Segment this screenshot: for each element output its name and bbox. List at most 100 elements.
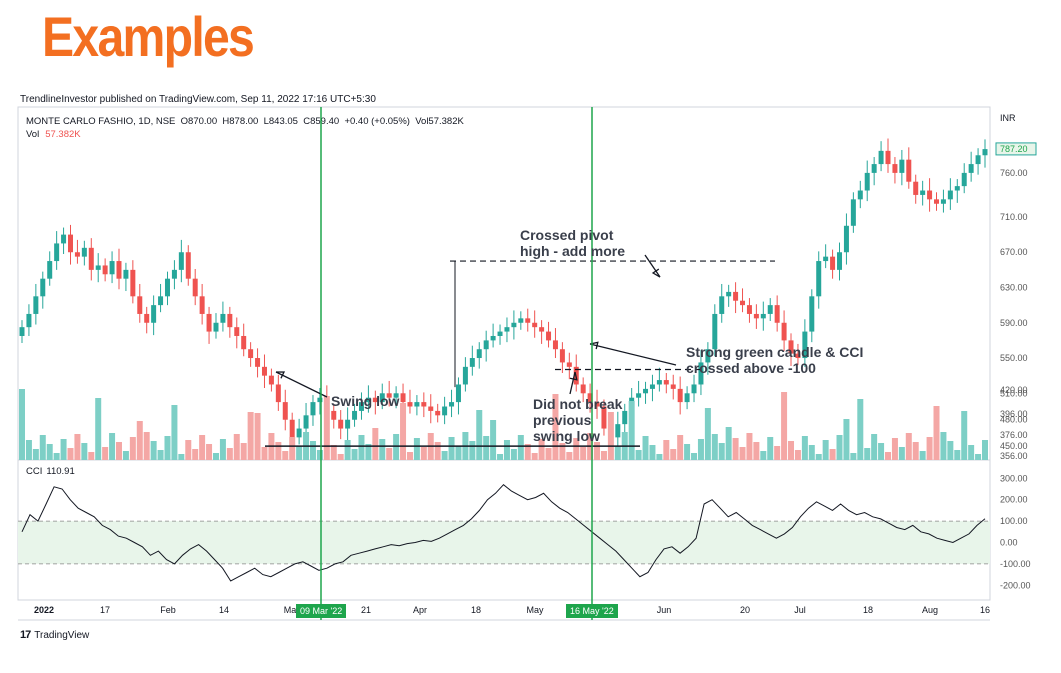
volume-bar — [469, 441, 476, 460]
volume-bar — [594, 442, 601, 460]
volume-bar — [157, 450, 164, 460]
price-axis-label: 480.00 — [1000, 415, 1028, 425]
volume-bar — [122, 451, 129, 460]
candle-body — [733, 291, 739, 301]
time-axis-label: 18 — [863, 605, 873, 615]
candle-body — [636, 393, 642, 398]
candle-body — [490, 335, 496, 341]
candle-body — [954, 186, 960, 191]
volume-bar — [947, 441, 954, 460]
candle-body — [767, 305, 773, 314]
cci-band — [18, 521, 990, 564]
candle-body — [712, 313, 718, 350]
volume-bar — [891, 438, 898, 460]
annotation-crossed-pivot-line2: high - add more — [520, 243, 625, 259]
volume-bar — [185, 440, 192, 460]
volume-bar — [677, 435, 684, 460]
volume-bar — [566, 452, 573, 460]
volume-bar — [296, 446, 303, 460]
price-axis-label: 710.00 — [1000, 212, 1028, 222]
candle-body — [462, 366, 468, 385]
time-axis-label: 17 — [100, 605, 110, 615]
candle-body — [303, 415, 309, 429]
candle-body — [774, 305, 780, 323]
volume-bar — [316, 450, 323, 460]
volume-legend: Vol 57.382K — [26, 129, 81, 140]
volume-bar — [517, 435, 524, 460]
candle-body — [518, 318, 524, 323]
volume-bar — [635, 450, 642, 460]
volume-bar — [136, 421, 143, 460]
candle-body — [580, 384, 586, 394]
candle-body — [850, 199, 856, 226]
candle-body — [559, 349, 565, 363]
time-axis-label: 16 — [980, 605, 990, 615]
tradingview-logo[interactable]: 17 TradingView — [20, 629, 89, 641]
volume-bar — [233, 434, 240, 460]
volume-bar — [337, 454, 344, 460]
candle-body — [102, 265, 108, 275]
candle-body — [54, 243, 60, 262]
volume-bar — [206, 444, 213, 460]
volume-bar — [46, 444, 53, 460]
candle-body — [802, 331, 808, 359]
candle-body — [220, 313, 226, 323]
candle-body — [345, 419, 351, 429]
volume-bar — [199, 435, 206, 460]
volume-bar — [88, 452, 95, 460]
candle-body — [871, 164, 877, 173]
volume-bar — [718, 443, 725, 460]
volume-bar — [898, 447, 905, 460]
candle-body — [906, 159, 912, 182]
volume-bar — [926, 437, 933, 460]
volume-last: 57.382K — [45, 129, 81, 140]
volume-bar — [725, 427, 732, 460]
candle-body — [421, 402, 427, 407]
volume-bar — [982, 440, 988, 460]
candle-body — [670, 384, 676, 389]
volume-bar — [739, 447, 746, 460]
volume-bar — [365, 444, 372, 460]
candle-body — [213, 322, 219, 332]
candle-body — [788, 340, 794, 354]
candle-body — [816, 261, 822, 297]
volume-bar — [607, 412, 614, 460]
candle-body — [878, 150, 884, 165]
volume-bar — [406, 452, 413, 460]
candle-body — [19, 327, 25, 336]
volume-bar — [254, 413, 261, 460]
annotation-strong-green-line1: Strong green candle & CCI — [686, 344, 864, 360]
volume-bar — [871, 434, 878, 460]
volume-bar — [704, 408, 711, 460]
volume-bar — [933, 406, 940, 460]
candle-body — [296, 428, 302, 438]
candle-body — [185, 252, 191, 279]
candle-body — [968, 164, 974, 173]
volume-bar — [691, 453, 698, 460]
candle-body — [539, 327, 545, 332]
candle-body — [261, 366, 267, 376]
candle-body — [684, 393, 690, 403]
candle-body — [74, 252, 80, 257]
candle-body — [809, 296, 815, 332]
last-price-label: 787.20 — [1000, 144, 1028, 154]
candle-body — [123, 269, 129, 279]
candle-body — [753, 313, 759, 319]
candle-body — [164, 278, 170, 297]
candle-body — [435, 410, 441, 416]
annotation-crossed-pivot: Crossed pivot high - add more — [520, 227, 625, 259]
page-heading: Examples — [42, 5, 255, 68]
volume-bar — [774, 446, 781, 460]
cci-label: CCI — [26, 466, 43, 477]
candle-body — [414, 402, 420, 407]
candle-body — [40, 278, 46, 297]
candle-body — [691, 384, 697, 394]
strong-green-arrow-head — [589, 341, 599, 350]
candle-body — [192, 278, 198, 297]
volume-bar — [74, 434, 81, 460]
volume-bar — [102, 447, 109, 460]
candle-body — [532, 322, 538, 328]
volume-bar — [580, 447, 587, 460]
candle-body — [705, 349, 711, 363]
